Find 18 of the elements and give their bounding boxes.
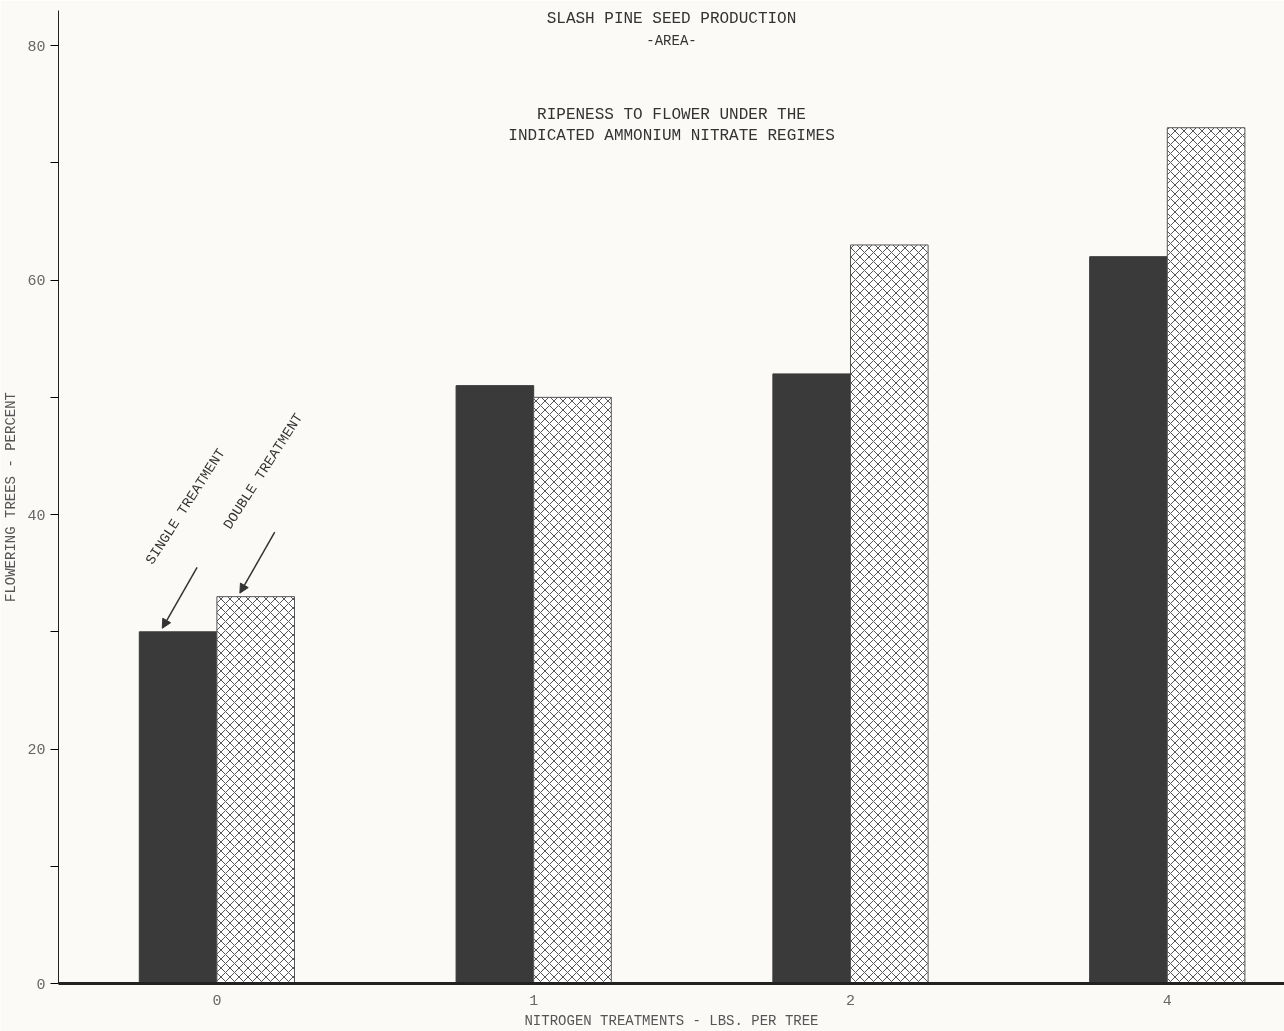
bar bbox=[138, 631, 218, 984]
x-tick-label: 2 bbox=[845, 992, 855, 1010]
y-axis-title: FLOWERING TREES - PERCENT bbox=[3, 391, 20, 603]
y-tick-label: 0 bbox=[36, 976, 46, 994]
y-tick-label: 40 bbox=[27, 507, 46, 525]
x-tick-label: 4 bbox=[1162, 992, 1172, 1010]
x-axis-title: NITROGEN TREATMENTS - LBS. PER TREE bbox=[524, 1012, 819, 1029]
y-tick-label: 20 bbox=[27, 742, 46, 760]
chart-title: SLASH PINE SEED PRODUCTION bbox=[546, 10, 797, 29]
bar bbox=[1089, 256, 1168, 984]
y-tick-label: 60 bbox=[27, 273, 46, 291]
x-tick-label: 0 bbox=[212, 992, 222, 1010]
bar bbox=[455, 385, 535, 984]
bar bbox=[772, 373, 851, 984]
y-tick-label: 80 bbox=[27, 38, 46, 56]
x-tick-label: 1 bbox=[529, 992, 539, 1010]
annotation: RIPENESS TO FLOWER UNDER THE INDICATED AMMONIUM NITRATE REGIMES bbox=[508, 105, 835, 146]
text: -AREA- bbox=[646, 33, 697, 50]
